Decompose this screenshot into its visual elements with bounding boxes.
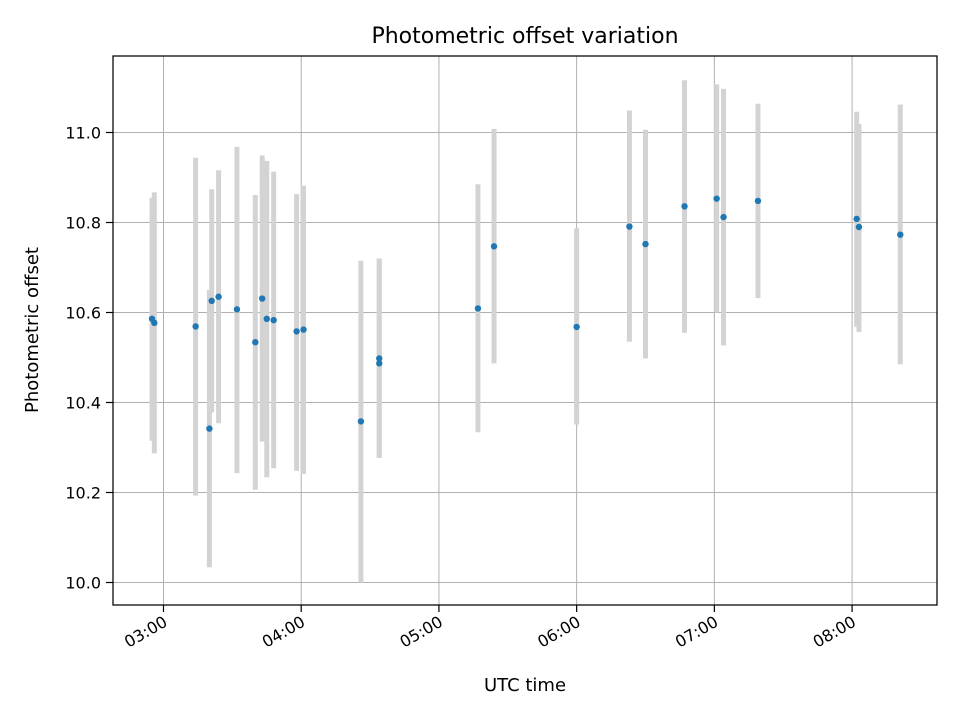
data-point [376,355,383,362]
data-point [300,326,307,333]
x-tick-label: 08:00 [810,612,859,652]
data-point [233,306,241,313]
data-point [855,223,863,231]
data-point [853,215,860,223]
errorbar-layer [149,80,903,583]
data-point [474,305,482,312]
data-point [206,425,213,432]
x-tick-layer: 03:00 04:00 05:00 06:00 07:00 08:00 [121,605,859,652]
data-point [192,323,199,330]
data-point [720,213,727,221]
data-point [490,243,498,250]
x-tick-label: 07:00 [672,612,721,652]
point-layer [148,195,904,432]
data-point [263,315,270,322]
data-point [897,231,904,238]
data-point [376,360,383,367]
data-point [258,295,266,302]
data-point [626,223,633,230]
y-axis-label: Photometric offset [22,247,43,413]
data-point [293,328,300,335]
y-tick-label: 10.6 [65,304,101,323]
x-tick-label: 03:00 [121,612,170,652]
data-point [208,297,215,304]
data-point [642,240,649,248]
data-point [215,293,222,300]
x-axis-label: UTC time [484,675,566,696]
y-tick-label: 10.0 [65,574,101,593]
x-tick-label: 06:00 [534,612,583,652]
y-tick-label: 10.2 [65,484,101,503]
grid-layer [113,56,937,605]
x-tick-label: 05:00 [396,612,445,652]
plot-frame [112,55,938,606]
x-tick-label: 04:00 [259,612,308,652]
y-tick-label: 10.4 [65,394,101,413]
chart-title: Photometric offset variation [371,24,678,49]
data-point [681,203,688,210]
data-point [713,195,720,202]
data-point [270,316,277,324]
data-point [357,418,365,425]
data-point [573,323,580,331]
data-point [252,339,259,346]
y-tick-label: 11.0 [65,124,101,143]
data-point [754,197,762,205]
y-tick-label: 10.8 [65,214,101,233]
y-tick-layer: 10.0 10.2 10.4 10.6 10.8 11.0 [65,124,113,593]
data-point [151,319,158,327]
